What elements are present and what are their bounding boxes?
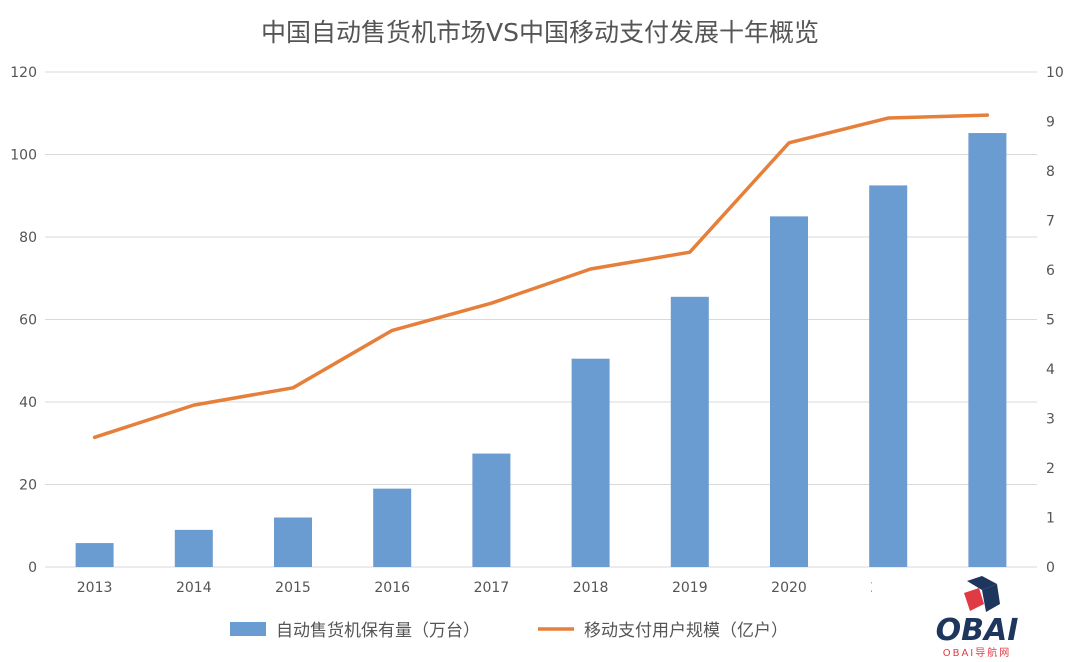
x-tick-label: 2018 xyxy=(573,580,609,596)
x-tick-label: 2019 xyxy=(672,580,708,596)
y-left-tick-label: 100 xyxy=(10,148,37,164)
y-right-tick-label: 3 xyxy=(1046,412,1055,428)
bar-2013 xyxy=(75,543,114,567)
chart-title: 中国自动售货机市场VS中国移动支付发展十年概览 xyxy=(261,18,819,47)
y-right-tick-label: 6 xyxy=(1046,263,1055,279)
y-left-tick-label: 0 xyxy=(28,560,37,576)
legend-label-line: 移动支付用户规模（亿户） xyxy=(584,621,788,641)
x-tick-label: 2017 xyxy=(474,580,510,596)
bar-2015 xyxy=(274,517,312,567)
y-left-tick-label: 80 xyxy=(19,230,37,246)
x-tick-label: 2013 xyxy=(77,580,113,596)
line-series xyxy=(92,113,990,440)
obai-logo-icon: OBAI OBAI导航网 xyxy=(936,576,1019,659)
bar-2019 xyxy=(670,296,709,567)
bar-2016 xyxy=(373,488,412,567)
y-left-tick-label: 60 xyxy=(19,313,37,329)
y-right-tick-label: 8 xyxy=(1046,164,1055,180)
legend-swatch-bar xyxy=(230,622,266,636)
y-right-tick-label: 10 xyxy=(1046,65,1064,81)
bar-2014 xyxy=(174,529,213,567)
svg-text:OBAI: OBAI xyxy=(936,613,1019,648)
y-right-tick-label: 1 xyxy=(1046,511,1055,527)
y-right-tick-label: 7 xyxy=(1046,214,1055,230)
y-right-tick-label: 5 xyxy=(1046,313,1055,329)
svg-text:OBAI导航网: OBAI导航网 xyxy=(943,646,1012,659)
x-tick-label: 2016 xyxy=(374,580,410,596)
bar-2021 xyxy=(869,185,908,567)
x-tick-label: 2020 xyxy=(771,580,807,596)
bar-2018 xyxy=(571,358,610,567)
y-left-tick-label: 120 xyxy=(10,65,37,81)
x-tick-label: 2014 xyxy=(176,580,212,596)
bar-2020 xyxy=(770,216,808,567)
y-left-tick-label: 20 xyxy=(19,478,37,494)
watermark-logo: OBAI OBAI导航网 xyxy=(872,576,1080,662)
y-right-tick-label: 0 xyxy=(1046,560,1055,576)
bar-2017 xyxy=(472,453,511,567)
y-left-tick-label: 40 xyxy=(19,395,37,411)
y-right-tick-label: 4 xyxy=(1046,362,1055,378)
y-right-tick-label: 9 xyxy=(1046,115,1055,131)
x-tick-label: 2015 xyxy=(275,580,311,596)
legend-label-bar: 自动售货机保有量（万台） xyxy=(276,621,480,641)
bar-2022 xyxy=(968,133,1007,568)
y-right-tick-label: 2 xyxy=(1046,461,1055,477)
